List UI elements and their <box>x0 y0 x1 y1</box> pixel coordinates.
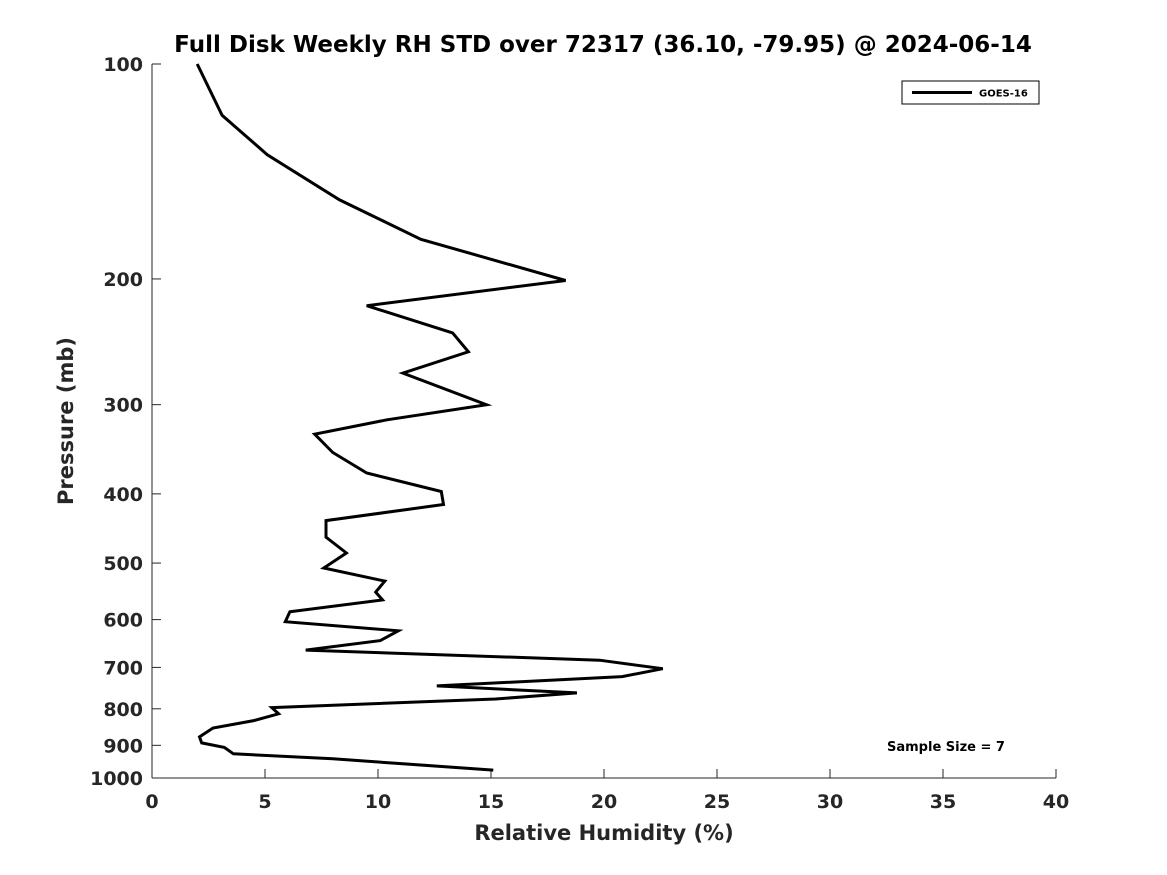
y-tick-label: 900 <box>103 735 143 757</box>
legend-label-goes-16: GOES-16 <box>979 89 1028 100</box>
x-tick-label: 25 <box>704 791 730 813</box>
y-tick-label: 1000 <box>90 768 143 790</box>
y-tick-label: 200 <box>103 269 143 291</box>
x-tick-label: 15 <box>478 791 504 813</box>
x-tick-label: 35 <box>930 791 956 813</box>
x-tick-label: 30 <box>817 791 843 813</box>
y-tick-label: 300 <box>103 395 143 417</box>
y-tick-label: 600 <box>103 610 143 632</box>
y-axis-label: Pressure (mb) <box>54 337 78 505</box>
x-tick-label: 0 <box>145 791 158 813</box>
x-tick-label: 5 <box>258 791 271 813</box>
y-tick-label: 400 <box>103 484 143 506</box>
x-tick-label: 20 <box>591 791 617 813</box>
series-line-goes-16 <box>195 63 664 772</box>
chart-title: Full Disk Weekly RH STD over 72317 (36.1… <box>174 32 1032 58</box>
y-tick-label: 100 <box>103 54 143 76</box>
y-tick-label: 800 <box>103 699 143 721</box>
x-tick-label: 10 <box>365 791 391 813</box>
x-axis-label: Relative Humidity (%) <box>474 821 733 845</box>
x-tick-label: 40 <box>1043 791 1069 813</box>
y-tick-label: 500 <box>103 553 143 575</box>
y-tick-label: 700 <box>103 657 143 679</box>
legend: GOES-16 <box>901 80 1040 105</box>
sample-size-annotation: Sample Size = 7 <box>887 740 1005 755</box>
